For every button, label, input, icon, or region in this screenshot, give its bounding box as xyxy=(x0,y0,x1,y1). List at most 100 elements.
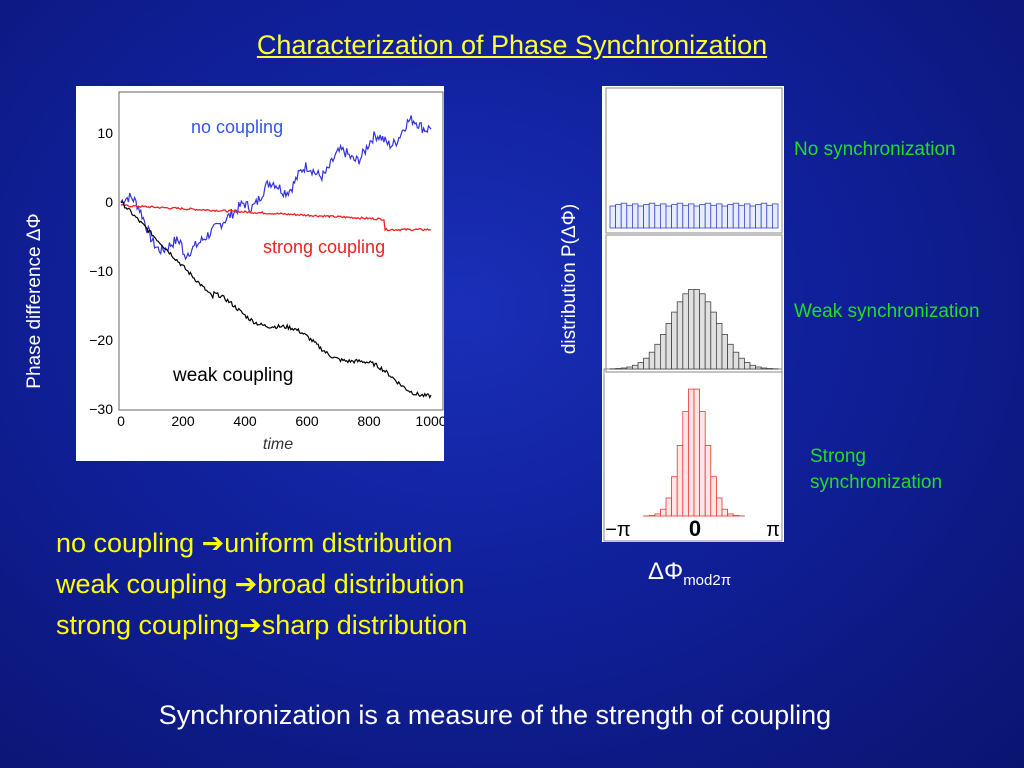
histogram-bar xyxy=(676,301,684,370)
histogram-bar xyxy=(665,205,672,229)
histogram-bar xyxy=(631,364,639,370)
histogram-bar xyxy=(676,202,684,229)
summary-list: no coupling ➔uniform distribution weak c… xyxy=(56,523,467,646)
histogram-bar xyxy=(654,204,661,229)
histogram-bar xyxy=(732,351,740,370)
histogram-bar xyxy=(620,367,628,370)
histogram-bar xyxy=(626,204,633,229)
histogram-bar xyxy=(710,311,717,370)
histogram-bar xyxy=(771,203,779,229)
histogram-bar xyxy=(676,444,684,517)
summary-line-1: no coupling ➔uniform distribution xyxy=(56,528,453,558)
histogram-bar xyxy=(749,364,756,370)
histogram-bar xyxy=(643,204,650,229)
histogram-bar xyxy=(766,368,773,370)
panel-no-sync xyxy=(605,87,783,234)
histogram-bar xyxy=(699,411,706,517)
histogram-bar xyxy=(743,203,751,229)
histogram-bar xyxy=(727,513,734,517)
no-coupling-series xyxy=(120,115,432,261)
arrow-right-icon: ➔ xyxy=(239,610,262,640)
histogram-bar xyxy=(743,362,751,370)
histogram-bar xyxy=(654,343,661,370)
x-tick-label: 600 xyxy=(295,413,319,429)
histogram-bar xyxy=(755,204,762,229)
histogram-bar xyxy=(615,204,622,229)
histogram-bar xyxy=(637,362,644,370)
histogram-bar xyxy=(637,205,644,229)
histogram-bar xyxy=(682,204,689,229)
histogram-bar xyxy=(631,203,639,229)
histogram-bar xyxy=(760,367,768,370)
x-axis-label: time xyxy=(263,436,293,453)
histogram-bar xyxy=(682,293,689,370)
arrow-right-icon: ➔ xyxy=(201,528,225,558)
histogram-bar xyxy=(660,334,667,370)
strong-coupling-series xyxy=(120,204,432,232)
histogram-bar xyxy=(760,202,768,229)
histogram-bar xyxy=(648,515,656,517)
histogram-bar xyxy=(749,205,756,229)
histogram-bar xyxy=(671,311,678,370)
weak-coupling-label: weak coupling xyxy=(172,365,293,386)
histogram-bar xyxy=(766,204,773,229)
histogram-bar xyxy=(732,202,740,229)
plot-frame xyxy=(118,91,444,411)
histogram-bar xyxy=(738,204,745,229)
histogram-bar xyxy=(721,508,728,517)
histogram-bar xyxy=(654,513,661,517)
x-tick-label: 800 xyxy=(357,413,381,429)
no-coupling-label: no coupling xyxy=(191,117,283,137)
conclusion-text: Synchronization is a measure of the stre… xyxy=(158,700,832,730)
histogram-bar xyxy=(682,411,689,517)
histogram-bar xyxy=(727,204,734,229)
histogram-bar xyxy=(699,293,706,370)
label-strong-sync: Strong synchronization xyxy=(810,446,943,493)
histogram-bar xyxy=(721,334,728,370)
histogram-bar xyxy=(710,476,717,517)
histogram-bar xyxy=(693,388,700,517)
histogram-bar xyxy=(738,357,745,370)
distribution-histograms: −π 0 π xyxy=(602,86,784,542)
y-tick-label: 0 xyxy=(105,194,113,210)
histogram-bar xyxy=(704,444,712,517)
summary-line-2: weak coupling ➔broad distribution xyxy=(56,569,465,599)
histogram-bar xyxy=(620,202,628,229)
histogram-bar xyxy=(615,368,622,370)
arrow-right-icon: ➔ xyxy=(234,569,258,599)
histogram-bar xyxy=(665,497,672,517)
histogram-bar xyxy=(732,515,740,517)
histogram-bar xyxy=(716,203,723,229)
histogram-bar xyxy=(688,289,695,370)
summary-line-3: strong coupling➔sharp distribution xyxy=(56,610,468,640)
y-tick-label: −10 xyxy=(89,263,113,279)
tick-zero: 0 xyxy=(689,516,701,541)
delta-phi-axis-label: ΔΦmod2π xyxy=(648,558,732,589)
histogram-bar xyxy=(693,205,700,229)
histogram-bar xyxy=(693,289,700,370)
slide-title: Characterization of Phase Synchronizatio… xyxy=(256,30,768,60)
histogram-bar xyxy=(688,203,695,229)
left-y-axis-label: Phase difference ΔΦ xyxy=(24,213,45,389)
histogram-bar xyxy=(671,476,678,517)
histogram-bar xyxy=(660,203,667,229)
x-tick-label: 0 xyxy=(117,413,125,429)
histogram-bar xyxy=(660,508,667,517)
histogram-bar xyxy=(704,202,712,229)
label-weak-sync: Weak synchronization xyxy=(794,301,980,322)
x-tick-label: 200 xyxy=(171,413,195,429)
histogram-bar xyxy=(688,388,695,517)
x-tick-label: 1000 xyxy=(415,413,444,429)
y-tick-label: −20 xyxy=(89,332,113,348)
histogram-bar xyxy=(671,204,678,229)
y-tick-label: 10 xyxy=(97,125,113,141)
weak-coupling-series xyxy=(120,200,432,399)
strong-coupling-label: strong coupling xyxy=(263,237,385,257)
histogram-bar xyxy=(755,366,762,370)
label-no-sync: No synchronization xyxy=(794,139,956,160)
panel-weak-sync xyxy=(605,234,783,373)
histogram-bar xyxy=(727,343,734,370)
tick-pi: π xyxy=(766,519,780,541)
y-tick-label: −30 xyxy=(89,401,113,417)
x-tick-label: 400 xyxy=(233,413,257,429)
